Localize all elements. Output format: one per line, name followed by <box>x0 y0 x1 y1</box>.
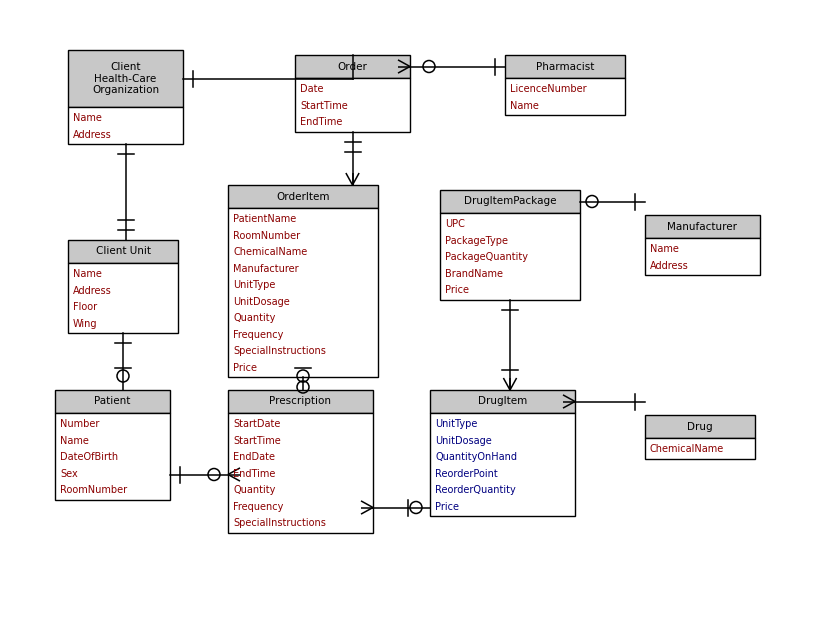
Text: Frequency: Frequency <box>233 501 283 512</box>
Text: Manufacturer: Manufacturer <box>233 264 299 274</box>
Text: UnitDosage: UnitDosage <box>435 436 492 446</box>
Text: UPC: UPC <box>445 219 465 229</box>
Text: Name: Name <box>60 436 89 446</box>
Text: UnitType: UnitType <box>233 280 276 290</box>
Text: Floor: Floor <box>73 302 97 312</box>
Text: Sex: Sex <box>60 469 78 479</box>
Text: Address: Address <box>73 129 112 139</box>
Text: Client Unit: Client Unit <box>96 247 151 257</box>
Text: Address: Address <box>650 261 689 271</box>
Bar <box>430 390 575 413</box>
Bar <box>645 215 760 238</box>
Text: Frequency: Frequency <box>233 330 283 340</box>
Text: Wing: Wing <box>73 318 97 328</box>
Text: StartTime: StartTime <box>300 101 348 110</box>
Text: PatientName: PatientName <box>233 214 296 224</box>
Bar <box>68 240 178 263</box>
Bar <box>55 413 170 500</box>
Bar <box>228 390 373 413</box>
Bar <box>505 78 625 115</box>
Text: Manufacturer: Manufacturer <box>667 221 738 231</box>
Text: Pharmacist: Pharmacist <box>536 61 594 72</box>
Text: SpecialInstructions: SpecialInstructions <box>233 346 326 356</box>
Text: UnitType: UnitType <box>435 419 478 429</box>
Bar <box>295 55 410 78</box>
Bar <box>505 55 625 78</box>
Text: Order: Order <box>338 61 367 72</box>
Text: ChemicalName: ChemicalName <box>233 247 308 257</box>
Text: Price: Price <box>435 501 459 512</box>
Text: QuantityOnHand: QuantityOnHand <box>435 452 517 462</box>
Text: EndTime: EndTime <box>233 469 276 479</box>
Text: Price: Price <box>233 363 257 373</box>
Bar <box>68 263 178 333</box>
Text: Name: Name <box>73 269 102 279</box>
Bar <box>228 185 378 208</box>
Bar <box>228 413 373 533</box>
Bar <box>228 208 378 377</box>
Text: ChemicalName: ChemicalName <box>650 444 724 454</box>
Text: RoomNumber: RoomNumber <box>60 485 127 495</box>
Bar <box>430 413 575 516</box>
Text: SpecialInstructions: SpecialInstructions <box>233 518 326 528</box>
Text: BrandName: BrandName <box>445 269 503 278</box>
Text: EndTime: EndTime <box>300 117 343 127</box>
Bar <box>645 415 755 438</box>
Text: Name: Name <box>650 244 679 254</box>
Text: ReorderQuantity: ReorderQuantity <box>435 485 516 495</box>
Bar <box>295 78 410 131</box>
Bar <box>645 238 760 275</box>
Text: PackageQuantity: PackageQuantity <box>445 252 528 262</box>
Text: RoomNumber: RoomNumber <box>233 231 300 240</box>
Text: Quantity: Quantity <box>233 485 276 495</box>
Bar <box>440 213 580 299</box>
Text: Prescription: Prescription <box>269 396 331 406</box>
Text: UnitDosage: UnitDosage <box>233 297 290 307</box>
Bar <box>68 50 183 107</box>
Text: PackageType: PackageType <box>445 236 508 245</box>
Text: Address: Address <box>73 285 112 295</box>
Bar <box>645 438 755 458</box>
Text: Date: Date <box>300 84 323 94</box>
Text: DrugItemPackage: DrugItemPackage <box>464 197 556 207</box>
Text: DateOfBirth: DateOfBirth <box>60 452 118 462</box>
Text: ReorderPoint: ReorderPoint <box>435 469 497 479</box>
Text: OrderItem: OrderItem <box>276 191 330 202</box>
Bar <box>68 107 183 144</box>
Text: StartTime: StartTime <box>233 436 281 446</box>
Text: DrugItem: DrugItem <box>478 396 527 406</box>
Text: Quantity: Quantity <box>233 313 276 323</box>
Text: StartDate: StartDate <box>233 419 281 429</box>
Text: LicenceNumber: LicenceNumber <box>510 84 587 94</box>
Text: EndDate: EndDate <box>233 452 275 462</box>
Bar <box>55 390 170 413</box>
Text: Number: Number <box>60 419 99 429</box>
Text: Client
Health-Care
Organization: Client Health-Care Organization <box>92 62 159 95</box>
Text: Patient: Patient <box>94 396 131 406</box>
Text: Name: Name <box>73 113 102 123</box>
Text: Name: Name <box>510 101 539 110</box>
Bar <box>440 190 580 213</box>
Text: Drug: Drug <box>687 422 712 432</box>
Text: Price: Price <box>445 285 469 295</box>
